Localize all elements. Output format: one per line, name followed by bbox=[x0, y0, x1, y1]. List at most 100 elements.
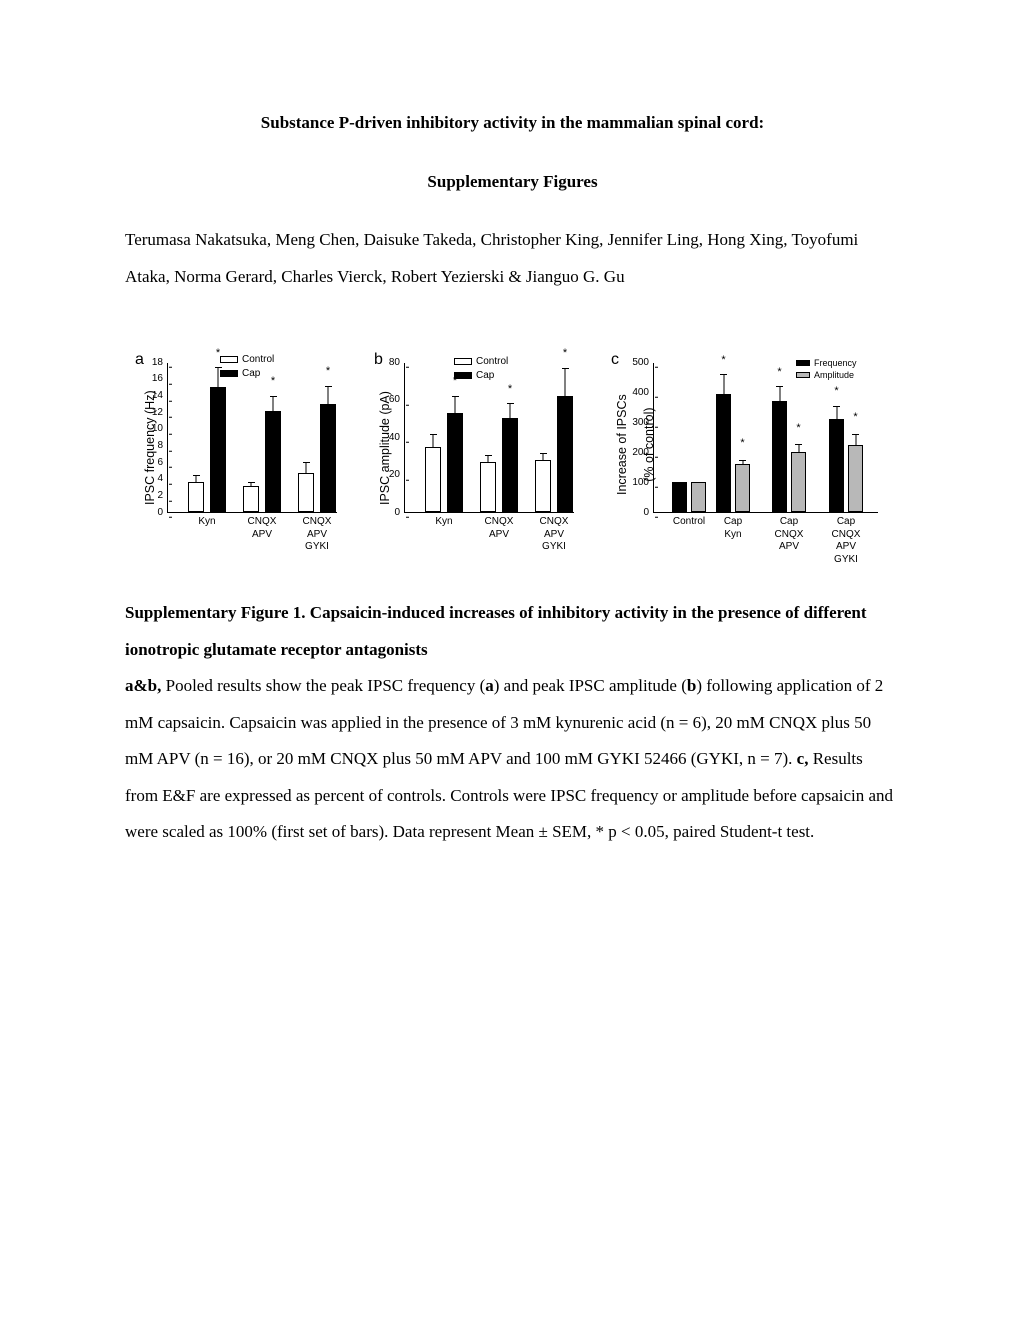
legend-text: Control bbox=[242, 353, 274, 367]
bar-group: *CNQXAPV bbox=[480, 418, 518, 512]
y-tick: 80 bbox=[389, 351, 405, 373]
error-bar bbox=[836, 406, 837, 420]
legend-swatch bbox=[220, 356, 238, 363]
legend-swatch bbox=[796, 360, 810, 366]
legend: FrequencyAmplitude bbox=[796, 357, 857, 381]
error-bar bbox=[779, 386, 780, 401]
bar-group: *Kyn bbox=[188, 387, 226, 512]
bar bbox=[425, 447, 441, 513]
bar-group: **CapCNQXAPV bbox=[772, 401, 806, 512]
y-tick: 40 bbox=[389, 426, 405, 448]
caption-text-run: Pooled results show the peak IPSC freque… bbox=[166, 676, 486, 695]
bar bbox=[672, 482, 687, 512]
x-tick-line: APV bbox=[832, 541, 861, 554]
plot-area: 0100200300400500Control**CapKyn**CapCNQX… bbox=[653, 363, 878, 513]
y-tick: 100 bbox=[632, 471, 654, 493]
bar bbox=[298, 473, 314, 512]
legend-text: Cap bbox=[242, 367, 260, 381]
x-tick-line: CNQX bbox=[540, 516, 569, 529]
x-tick-label: CNQXAPV bbox=[248, 512, 277, 541]
bar bbox=[535, 460, 551, 513]
significance-star: * bbox=[853, 406, 857, 430]
y-tick: 0 bbox=[643, 501, 654, 523]
x-tick-line: APV bbox=[248, 529, 277, 542]
x-tick-label: Kyn bbox=[435, 512, 452, 529]
bar: * bbox=[447, 413, 463, 512]
caption-body: a&b, Pooled results show the peak IPSC f… bbox=[125, 668, 900, 851]
error-bar bbox=[433, 434, 434, 447]
caption-text-run: ) and peak IPSC amplitude ( bbox=[494, 676, 687, 695]
legend-swatch bbox=[454, 358, 472, 365]
caption-bold-run: a bbox=[485, 676, 494, 695]
significance-star: * bbox=[777, 361, 781, 385]
error-bar bbox=[742, 460, 743, 465]
x-tick-line: GYKI bbox=[303, 541, 332, 554]
significance-star: * bbox=[721, 349, 725, 373]
x-tick-line: CNQX bbox=[303, 516, 332, 529]
panel-label: b bbox=[374, 343, 383, 377]
x-tick-label: CapCNQXAPV bbox=[775, 512, 804, 554]
error-bar bbox=[543, 453, 544, 461]
legend-text: Amplitude bbox=[814, 369, 854, 381]
bar bbox=[480, 462, 496, 513]
chart-panel: bIPSC amplitude (pA)020406080*Kyn*CNQXAP… bbox=[364, 345, 579, 565]
bar: * bbox=[735, 464, 750, 512]
legend-item: Cap bbox=[220, 367, 274, 381]
legend-text: Control bbox=[476, 355, 508, 369]
significance-star: * bbox=[834, 380, 838, 404]
bar: * bbox=[320, 404, 336, 512]
bar: * bbox=[210, 387, 226, 512]
significance-star: * bbox=[796, 417, 800, 441]
legend-swatch bbox=[220, 370, 238, 377]
x-tick-line: Kyn bbox=[435, 516, 452, 529]
significance-star: * bbox=[508, 378, 512, 402]
x-tick-line: APV bbox=[775, 541, 804, 554]
x-tick-label: Control bbox=[673, 512, 705, 529]
legend-item: Control bbox=[454, 355, 508, 369]
caption-bold-run: a&b, bbox=[125, 676, 166, 695]
y-tick: 0 bbox=[394, 501, 405, 523]
x-tick-line: GYKI bbox=[832, 554, 861, 567]
bar-group: *CNQXAPVGYKI bbox=[535, 396, 573, 512]
legend-swatch bbox=[796, 372, 810, 378]
x-tick-line: GYKI bbox=[540, 541, 569, 554]
panel-label: a bbox=[135, 343, 144, 377]
bar: * bbox=[829, 419, 844, 512]
legend: ControlCap bbox=[220, 353, 274, 380]
x-tick-line: Kyn bbox=[724, 529, 742, 542]
bar-group: *CNQXAPV bbox=[243, 411, 281, 513]
y-tick: 20 bbox=[389, 464, 405, 486]
error-bar bbox=[855, 434, 856, 446]
error-bar bbox=[251, 482, 252, 487]
x-tick-label: CNQXAPVGYKI bbox=[303, 512, 332, 554]
bar-group: Control bbox=[672, 482, 706, 512]
bar: * bbox=[791, 452, 806, 512]
error-bar bbox=[273, 396, 274, 411]
x-tick-label: CapCNQXAPVGYKI bbox=[832, 512, 861, 566]
x-tick-line: CNQX bbox=[485, 516, 514, 529]
x-tick-line: APV bbox=[485, 529, 514, 542]
y-tick: 500 bbox=[632, 351, 654, 373]
significance-star: * bbox=[326, 360, 330, 384]
figure-row: aIPSC frequency (Hz)024681012141618*Kyn*… bbox=[125, 345, 900, 565]
error-bar bbox=[196, 475, 197, 483]
caption-title: Supplementary Figure 1. Capsaicin-induce… bbox=[125, 603, 867, 659]
bar-group: **CapKyn bbox=[716, 394, 750, 513]
error-bar bbox=[455, 396, 456, 413]
caption-bold-run: b bbox=[687, 676, 696, 695]
bar: * bbox=[557, 396, 573, 512]
significance-star: * bbox=[740, 432, 744, 456]
legend: ControlCap bbox=[454, 355, 508, 382]
bar-group: **CapCNQXAPVGYKI bbox=[829, 419, 863, 512]
error-bar bbox=[798, 444, 799, 453]
legend-item: Frequency bbox=[796, 357, 857, 369]
document-page: Substance P-driven inhibitory activity i… bbox=[0, 0, 1020, 911]
panel-label: c bbox=[611, 343, 619, 377]
y-tick: 60 bbox=[389, 389, 405, 411]
bar bbox=[243, 486, 259, 513]
error-bar bbox=[488, 455, 489, 463]
error-bar bbox=[218, 367, 219, 387]
y-tick: 300 bbox=[632, 411, 654, 433]
x-tick-line: Cap bbox=[832, 516, 861, 529]
chart-panel: aIPSC frequency (Hz)024681012141618*Kyn*… bbox=[125, 345, 342, 565]
